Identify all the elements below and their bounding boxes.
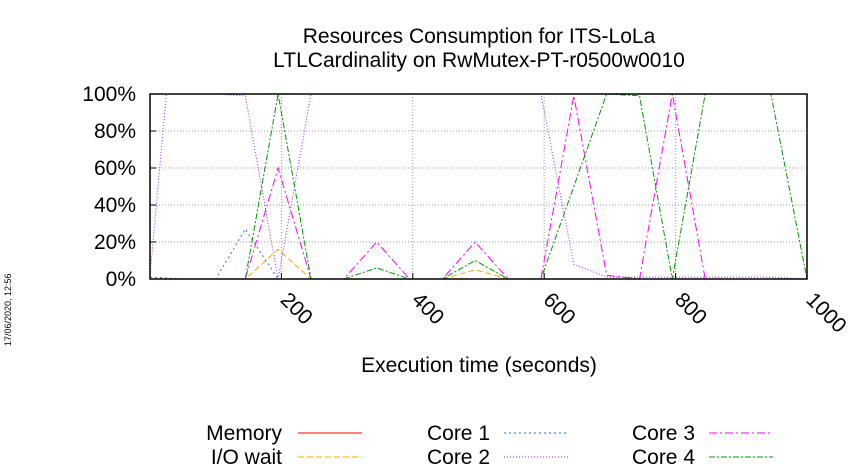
legend-label-memory: Memory: [206, 422, 282, 445]
x-axis-label: Execution time (seconds): [361, 354, 597, 377]
x-tick-label: 800: [670, 288, 711, 329]
series-line-core-2: [149, 93, 808, 280]
x-tick-label: 200: [276, 288, 317, 329]
y-axis: 0% 20% 40% 60% 80% 100%: [82, 83, 156, 291]
x-axis: 200 400 600 800 1000: [276, 273, 850, 338]
y-tick-label: 80%: [94, 120, 136, 143]
y-tick-label: 60%: [94, 157, 136, 180]
series-line-core-4: [150, 93, 808, 280]
plot-frame: [149, 93, 808, 280]
series-line-i-o-wait: [150, 248, 807, 280]
legend-label-core-1: Core 1: [427, 422, 490, 445]
y-tick-label: 100%: [82, 83, 136, 106]
series-line-core-1: [149, 228, 807, 280]
x-tick-label: 600: [539, 288, 580, 329]
legend-label-i-o-wait: I/O wait: [211, 446, 282, 469]
chart-subtitle: LTLCardinality on RwMutex-PT-r0500w0010: [273, 49, 685, 72]
legend-label-core-3: Core 3: [632, 422, 695, 445]
y-tick-label: 20%: [94, 231, 136, 254]
x-tick-label: 1000: [801, 288, 850, 337]
y-tick-label: 40%: [94, 194, 136, 217]
y-tick-label: 0%: [106, 268, 136, 291]
chart-title: Resources Consumption for ITS-LoLa: [303, 25, 656, 48]
series-layer: [149, 93, 808, 280]
legend-label-core-4: Core 4: [632, 446, 695, 469]
legend-label-core-2: Core 2: [427, 446, 490, 469]
grid: [150, 94, 807, 279]
x-tick-label: 400: [407, 288, 448, 329]
series-line-core-3: [150, 93, 807, 280]
